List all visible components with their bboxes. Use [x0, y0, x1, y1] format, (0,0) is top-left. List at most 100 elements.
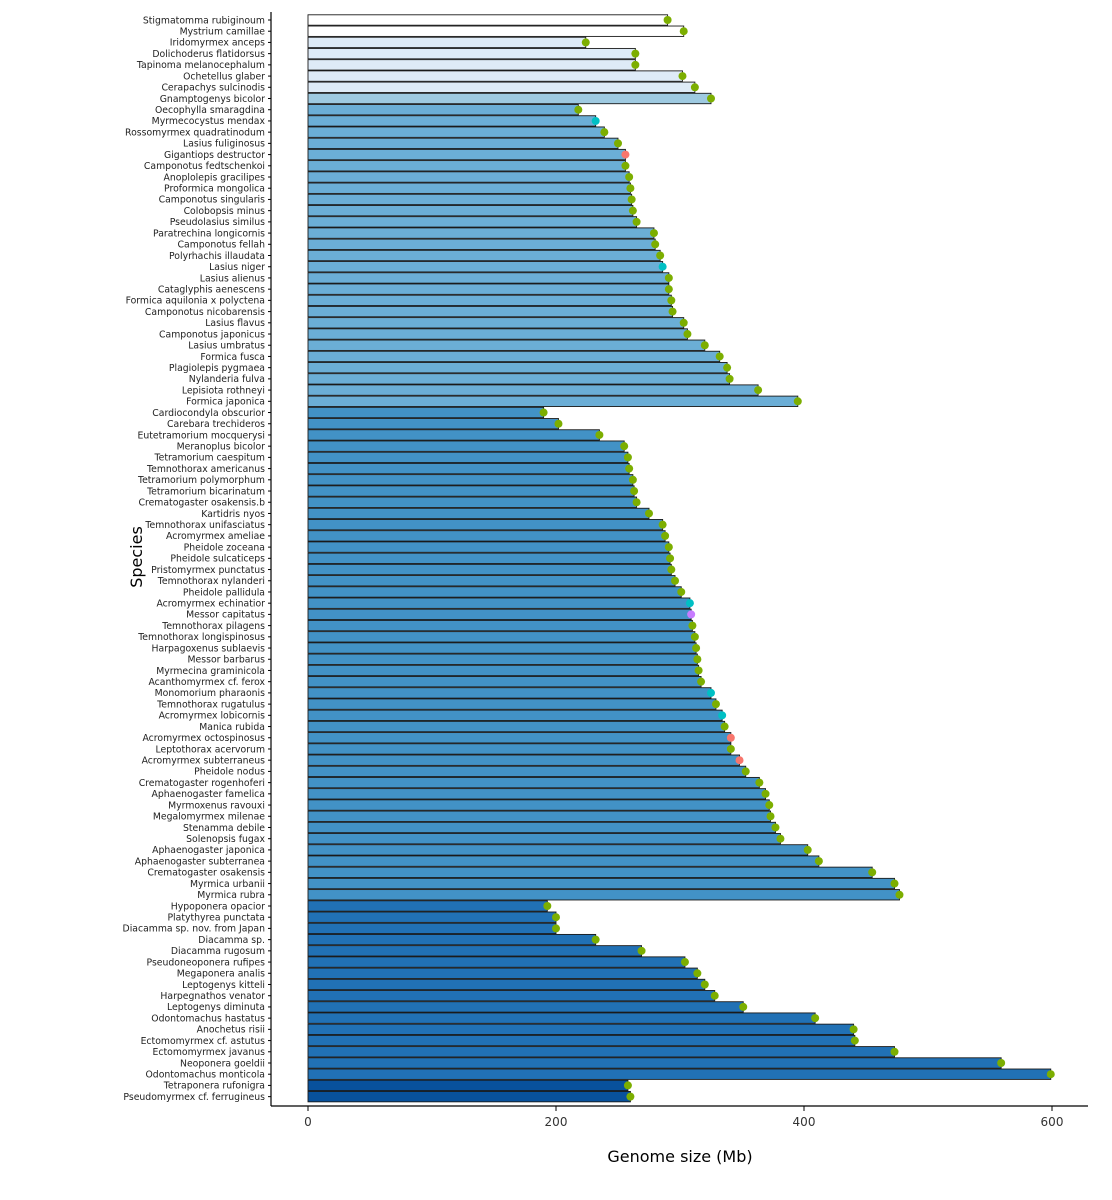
point-lasius-fuliginosus: [614, 139, 622, 148]
point-stenamma-debile: [771, 823, 780, 832]
bar-temnothorax-pilagens: [307, 619, 693, 632]
bar-nylanderia-fulva: [307, 373, 731, 385]
point-formica-aquilonia-x-polyctena: [667, 296, 676, 305]
species-label-proformica-mongolica: Proformica mongolica: [164, 184, 265, 195]
point-acanthomyrmex-cf-ferox: [697, 677, 706, 686]
bar-acromyrmex-echinatior: [307, 597, 691, 609]
species-label-leptogenys-diminuta: Leptogenys diminuta: [167, 1002, 265, 1013]
bar-rossomyrmex-quadratinodum: [307, 126, 605, 138]
point-anoplolepis-gracilipes: [625, 173, 634, 182]
species-label-aphaenogaster-famelica: Aphaenogaster famelica: [152, 789, 265, 800]
bar-pseudoneoponera-rufipes: [307, 956, 686, 968]
point-gigantiops-destructor: [621, 150, 630, 159]
bar-tetramorium-bicarinatum: [307, 485, 635, 497]
bar-proformica-mongolica: [307, 182, 631, 194]
species-label-oecophylla-smaragdina: Oecophylla smaragdina: [155, 105, 265, 116]
point-hypoponera-opacior: [543, 901, 552, 910]
species-label-acromyrmex-echinatior: Acromyrmex echinatior: [156, 598, 265, 609]
bar-cardiocondyla-obscurior: [307, 406, 545, 419]
species-label-tetramorium-caespitum: Tetramorium caespitum: [154, 453, 266, 464]
bar-crematogaster-rogenhoferi: [307, 776, 760, 789]
bar-ectomomyrmex-cf-astutus: [307, 1034, 856, 1047]
species-label-dolichoderus-flatidorsus: Dolichoderus flatidorsus: [152, 49, 265, 60]
bar-myrmoxenus-ravouxi: [307, 799, 770, 811]
point-pheidole-sulcaticeps: [666, 554, 675, 563]
point-pheidole-pallidula: [677, 587, 686, 596]
point-messor-capitatus: [687, 610, 696, 619]
species-label-temnothorax-americanus: Temnothorax americanus: [146, 464, 265, 475]
point-crematogaster-osakensis: [868, 868, 877, 877]
point-diacamma-rugosum: [637, 946, 646, 955]
bar-gigantiops-destructor: [307, 148, 626, 161]
bar-tapinoma-melanocephalum: [307, 59, 636, 71]
bar-stenamma-debile: [307, 821, 776, 834]
bar-myrmica-rubra: [307, 889, 900, 901]
species-label-leptothorax-acervorum: Leptothorax acervorum: [156, 744, 265, 755]
point-temnothorax-americanus: [625, 464, 634, 473]
bar-messor-barbarus: [307, 653, 698, 665]
species-label-lasius-umbratus: Lasius umbratus: [188, 341, 265, 352]
point-stigmatomma-rubiginoum: [663, 16, 672, 24]
point-tetramorium-bicarinatum: [630, 487, 639, 496]
point-oecophylla-smaragdina: [574, 105, 583, 114]
bar-cerapachys-sulcinodis: [307, 81, 696, 93]
point-aphaenogaster-famelica: [761, 789, 770, 798]
species-label-tetramorium-bicarinatum: Tetramorium bicarinatum: [146, 486, 265, 497]
bar-camponotus-nicobarensis: [307, 305, 674, 318]
bar-hypoponera-opacior: [307, 900, 548, 912]
bar-aphaenogaster-famelica: [307, 788, 767, 800]
point-ochetellus-glaber: [678, 72, 687, 81]
species-label-monomorium-pharaonis: Monomorium pharaonis: [155, 688, 266, 699]
species-label-paratrechina-longicornis: Paratrechina longicornis: [153, 228, 265, 239]
species-label-megalomyrmex-milenae: Megalomyrmex milenae: [153, 812, 265, 823]
point-acromyrmex-ameliae: [661, 531, 670, 540]
species-label-crematogaster-rogenhoferi: Crematogaster rogenhoferi: [139, 778, 265, 789]
species-label-myrmoxenus-ravouxi: Myrmoxenus ravouxi: [168, 800, 265, 811]
bar-anoplolepis-gracilipes: [307, 171, 630, 183]
point-eutetramorium-mocquerysi: [595, 430, 604, 439]
bar-acanthomyrmex-cf-ferox: [307, 676, 702, 688]
species-label-tetraponera-rufonigra: Tetraponera rufonigra: [163, 1081, 265, 1092]
species-label-harpegnathos-venator: Harpegnathos venator: [160, 991, 265, 1002]
species-label-polyrhachis-illaudata: Polyrhachis illaudata: [169, 251, 265, 262]
point-polyrhachis-illaudata: [656, 251, 665, 260]
point-dolichoderus-flatidorsus: [631, 49, 640, 58]
species-label-pheidole-nodus: Pheidole nodus: [194, 767, 265, 778]
x-tick-label-600: 600: [1041, 1115, 1064, 1129]
point-tetramorium-polymorphum: [628, 475, 637, 484]
bar-camponotus-japonicus: [307, 328, 688, 340]
point-crematogaster-osakensis-b: [632, 498, 641, 507]
bar-myrmecina-graminicola: [307, 664, 700, 677]
species-label-tapinoma-melanocephalum: Tapinoma melanocephalum: [136, 60, 265, 71]
species-label-temnothorax-unifasciatus: Temnothorax unifasciatus: [144, 520, 265, 531]
point-odontomachus-hastatus: [811, 1014, 820, 1023]
species-label-pseudomyrmex-cf-ferrugineus: Pseudomyrmex cf. ferrugineus: [123, 1092, 265, 1103]
point-camponotus-nicobarensis: [668, 307, 677, 316]
point-temnothorax-longispinosus: [690, 632, 699, 641]
species-label-rossomyrmex-quadratinodum: Rossomyrmex quadratinodum: [125, 127, 265, 138]
bar-iridomyrmex-anceps: [307, 36, 587, 49]
point-myrmecina-graminicola: [694, 666, 703, 675]
bar-polyrhachis-illaudata: [307, 249, 661, 262]
point-kartidris-nyos: [645, 509, 653, 518]
species-label-lasius-alienus: Lasius alienus: [200, 273, 265, 284]
species-label-formica-aquilonia-x-polyctena: Formica aquilonia x polyctena: [126, 296, 265, 307]
point-temnothorax-nylanderi: [671, 576, 680, 585]
point-temnothorax-rugatulus: [711, 700, 720, 709]
bar-pheidole-zoceana: [307, 541, 670, 553]
species-label-temnothorax-longispinosus: Temnothorax longispinosus: [137, 632, 265, 643]
point-iridomyrmex-anceps: [581, 38, 590, 47]
bar-crematogaster-osakensis: [307, 866, 873, 878]
bar-stigmatomma-rubiginoum: [307, 14, 669, 26]
point-leptogenys-kitteli: [700, 980, 709, 989]
point-odontomachus-monticola: [1046, 1070, 1055, 1079]
species-label-cerapachys-sulcinodis: Cerapachys sulcinodis: [161, 83, 265, 94]
bar-lepisiota-rothneyi: [307, 384, 759, 396]
bar-messor-capitatus: [307, 608, 692, 621]
bar-tetramorium-caespitum: [307, 451, 629, 464]
species-label-stigmatomma-rubiginoum: Stigmatomma rubiginoum: [143, 15, 265, 26]
bar-oecophylla-smaragdina: [307, 104, 579, 116]
bar-temnothorax-nylanderi: [307, 575, 676, 587]
species-label-temnothorax-pilagens: Temnothorax pilagens: [161, 621, 265, 632]
species-label-hypoponera-opacior: Hypoponera opacior: [171, 901, 265, 912]
